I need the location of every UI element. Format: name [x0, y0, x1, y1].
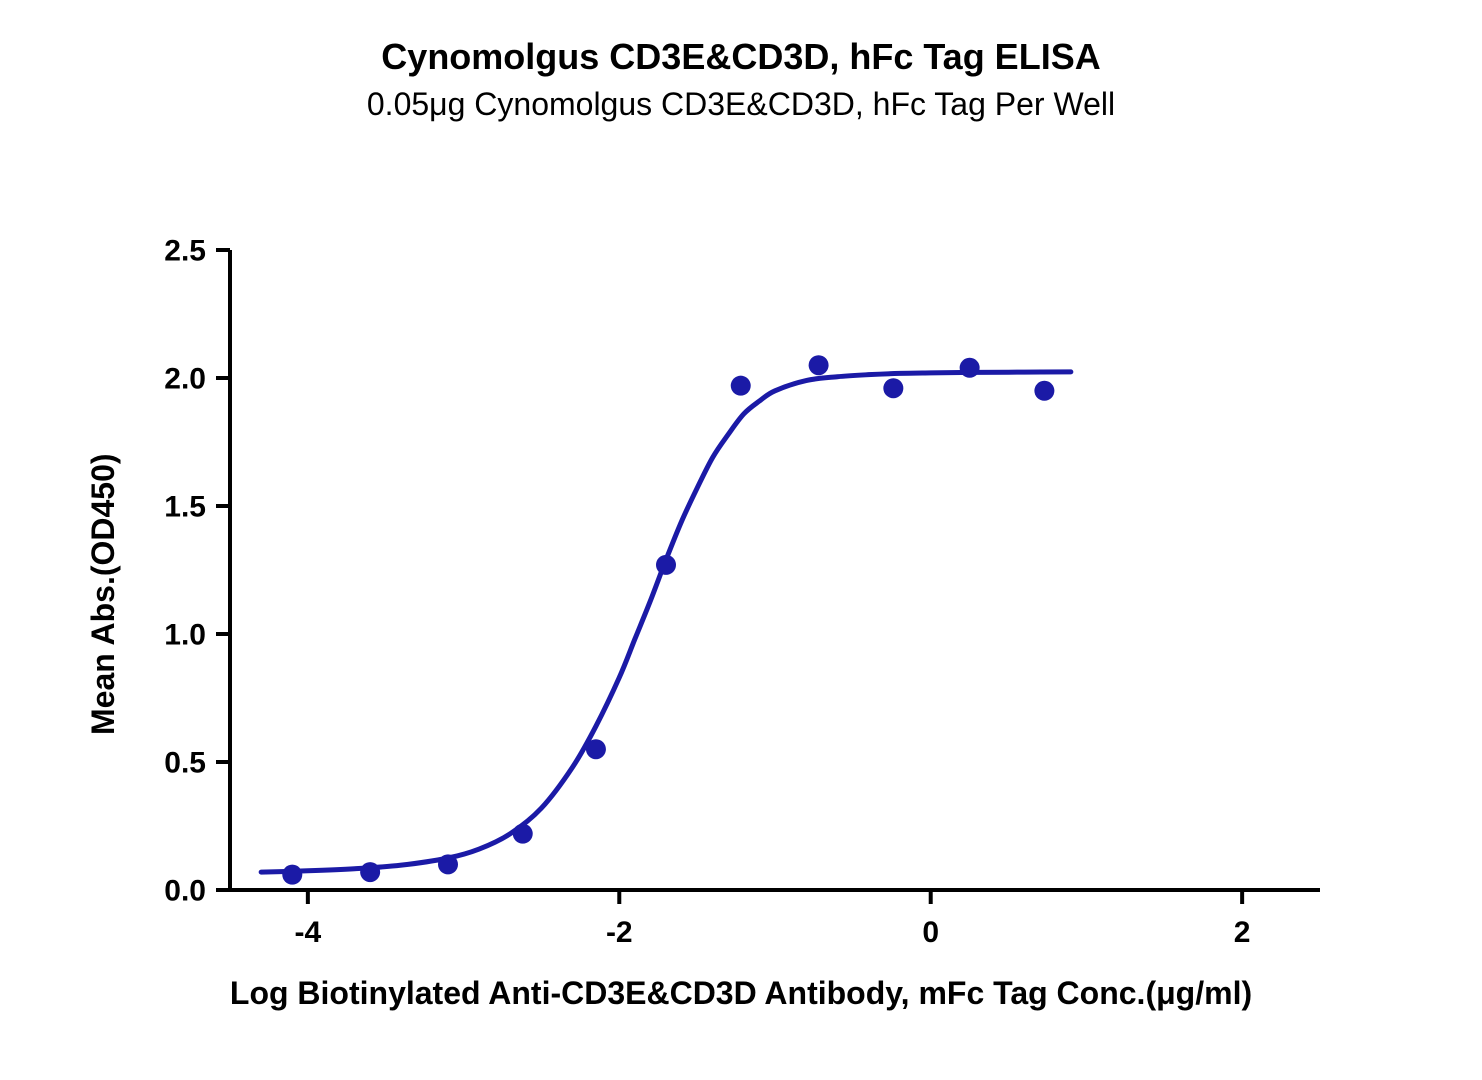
data-point: [282, 865, 302, 885]
data-point: [656, 555, 676, 575]
data-point: [731, 376, 751, 396]
data-point: [960, 358, 980, 378]
fit-curve: [261, 372, 1071, 872]
plot-area: 0.0 0.5 1.0 1.5 2.0 2.5 -4 -2 0 2: [0, 0, 1482, 1080]
x-tick-label: -2: [606, 916, 633, 949]
y-tick-label: 2.5: [164, 235, 206, 268]
data-point: [1034, 381, 1054, 401]
y-tick-label: 2.0: [164, 363, 206, 396]
data-point: [360, 862, 380, 882]
y-tick-label: 0.0: [164, 875, 206, 908]
data-point: [883, 378, 903, 398]
data-point: [513, 824, 533, 844]
elisa-chart: Cynomolgus CD3E&CD3D, hFc Tag ELISA 0.05…: [0, 0, 1482, 1080]
y-tick-label: 1.0: [164, 619, 206, 652]
x-tick-label: -4: [295, 916, 322, 949]
data-point: [809, 355, 829, 375]
x-tick-label: 0: [922, 916, 939, 949]
data-point: [438, 854, 458, 874]
x-tick-label: 2: [1234, 916, 1251, 949]
y-tick-label: 1.5: [164, 491, 206, 524]
y-tick-label: 0.5: [164, 747, 206, 780]
data-point: [586, 739, 606, 759]
